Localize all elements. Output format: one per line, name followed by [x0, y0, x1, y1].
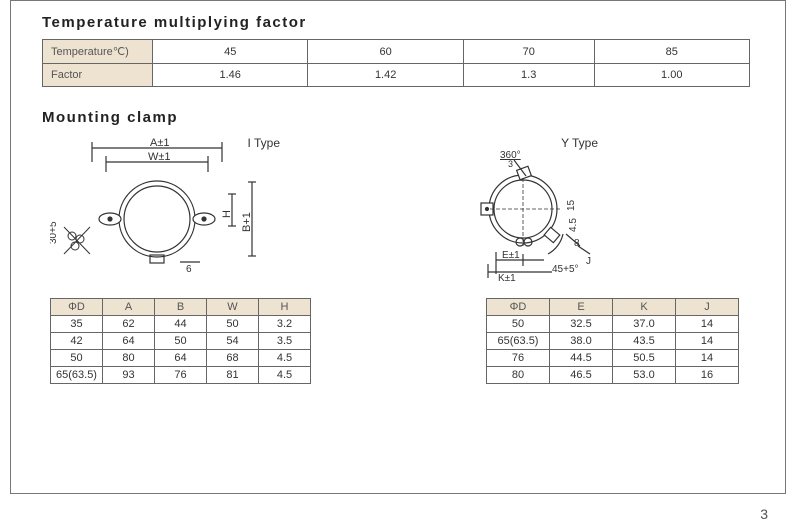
clamp-y-svg: 360° 3 E±1 K±1 [418, 134, 648, 284]
svg-text:B+1: B+1 [241, 212, 253, 232]
table-cell: 16 [676, 367, 739, 384]
table-cell: 44.5 [550, 350, 613, 367]
table-cell: 37.0 [613, 316, 676, 333]
table-cell: 81 [207, 367, 259, 384]
table-cell: 80 [487, 367, 550, 384]
table-cell: 42 [51, 333, 103, 350]
table-cell: 93 [103, 367, 155, 384]
table-cell: 4.5 [259, 350, 311, 367]
table-cell: 44 [155, 316, 207, 333]
table-cell: 68 [207, 350, 259, 367]
clamp-i-svg: A±1 W±1 [50, 134, 290, 284]
svg-text:45+5°: 45+5° [552, 264, 579, 275]
table-cell: 1.42 [308, 64, 463, 87]
table-cell: 76 [487, 350, 550, 367]
svg-text:J: J [586, 256, 591, 267]
row-label: Factor [43, 64, 153, 87]
table-cell: 50.5 [613, 350, 676, 367]
table-row: 80 46.5 53.0 16 [487, 367, 739, 384]
table-row: 50 32.5 37.0 14 [487, 316, 739, 333]
col-header: W [207, 299, 259, 316]
y-type-diagram: Y Type 360° 3 [418, 134, 648, 284]
table-cell: 35 [51, 316, 103, 333]
table-cell: 3.2 [259, 316, 311, 333]
tables-row: ΦD A B W H 35 62 44 50 3.2 42 64 50 54 3… [50, 298, 750, 384]
table-cell: 43.5 [613, 333, 676, 350]
table-cell: 62 [103, 316, 155, 333]
svg-text:K±1: K±1 [498, 273, 516, 284]
svg-text:E±1: E±1 [502, 250, 520, 261]
table-cell: 50 [487, 316, 550, 333]
page-content: Temperature multiplying factor Temperatu… [42, 4, 750, 384]
table-cell: 1.3 [463, 64, 594, 87]
svg-text:W±1: W±1 [148, 151, 171, 163]
col-header: H [259, 299, 311, 316]
table-cell: 50 [155, 333, 207, 350]
table-cell: 50 [51, 350, 103, 367]
section1-title: Temperature multiplying factor [42, 14, 750, 31]
svg-text:4.5: 4.5 [568, 218, 579, 232]
table-cell: 70 [463, 40, 594, 64]
col-header: K [613, 299, 676, 316]
row-label: Temperature℃) [43, 40, 153, 64]
diagrams-row: I Type A±1 W±1 [42, 134, 750, 284]
table-cell: 64 [155, 350, 207, 367]
section2-title: Mounting clamp [42, 109, 750, 126]
table-cell: 80 [103, 350, 155, 367]
col-header: J [676, 299, 739, 316]
table-row: 65(63.5) 93 76 81 4.5 [51, 367, 311, 384]
table-cell: 64 [103, 333, 155, 350]
table-cell: 3.5 [259, 333, 311, 350]
table-cell: 65(63.5) [487, 333, 550, 350]
table-row: 35 62 44 50 3.2 [51, 316, 311, 333]
table-cell: 1.00 [594, 64, 749, 87]
svg-text:H: H [221, 210, 233, 218]
col-header: ΦD [51, 299, 103, 316]
table-cell: 50 [207, 316, 259, 333]
table-row: ΦD A B W H [51, 299, 311, 316]
col-header: ΦD [487, 299, 550, 316]
svg-text:6: 6 [186, 264, 192, 275]
table-row: 76 44.5 50.5 14 [487, 350, 739, 367]
table-cell: 14 [676, 350, 739, 367]
table-row: 50 80 64 68 4.5 [51, 350, 311, 367]
table-cell: 76 [155, 367, 207, 384]
y-type-table: ΦD E K J 50 32.5 37.0 14 65(63.5) 38.0 4… [486, 298, 739, 384]
table-row: Factor 1.46 1.42 1.3 1.00 [43, 64, 750, 87]
table-cell: 65(63.5) [51, 367, 103, 384]
i-type-table: ΦD A B W H 35 62 44 50 3.2 42 64 50 54 3… [50, 298, 311, 384]
temperature-factor-table: Temperature℃) 45 60 70 85 Factor 1.46 1.… [42, 39, 750, 87]
y-type-label: Y Type [561, 136, 598, 150]
table-cell: 38.0 [550, 333, 613, 350]
table-cell: 4.5 [259, 367, 311, 384]
table-cell: 32.5 [550, 316, 613, 333]
table-cell: 14 [676, 333, 739, 350]
svg-text:A±1: A±1 [150, 137, 170, 149]
table-row: 42 64 50 54 3.5 [51, 333, 311, 350]
table-row: 65(63.5) 38.0 43.5 14 [487, 333, 739, 350]
table-cell: 1.46 [153, 64, 308, 87]
svg-text:30+5: 30+5 [50, 221, 59, 244]
table-cell: 46.5 [550, 367, 613, 384]
table-cell: 54 [207, 333, 259, 350]
i-type-label: I Type [248, 136, 280, 150]
table-cell: 14 [676, 316, 739, 333]
col-header: A [103, 299, 155, 316]
col-header: B [155, 299, 207, 316]
table-row: Temperature℃) 45 60 70 85 [43, 40, 750, 64]
table-row: ΦD E K J [487, 299, 739, 316]
table-cell: 85 [594, 40, 749, 64]
col-header: E [550, 299, 613, 316]
i-type-diagram: I Type A±1 W±1 [50, 134, 290, 284]
svg-text:15: 15 [566, 199, 577, 211]
table-cell: 53.0 [613, 367, 676, 384]
table-cell: 60 [308, 40, 463, 64]
table-cell: 45 [153, 40, 308, 64]
svg-text:3: 3 [508, 159, 513, 169]
page-number: 3 [760, 506, 768, 522]
